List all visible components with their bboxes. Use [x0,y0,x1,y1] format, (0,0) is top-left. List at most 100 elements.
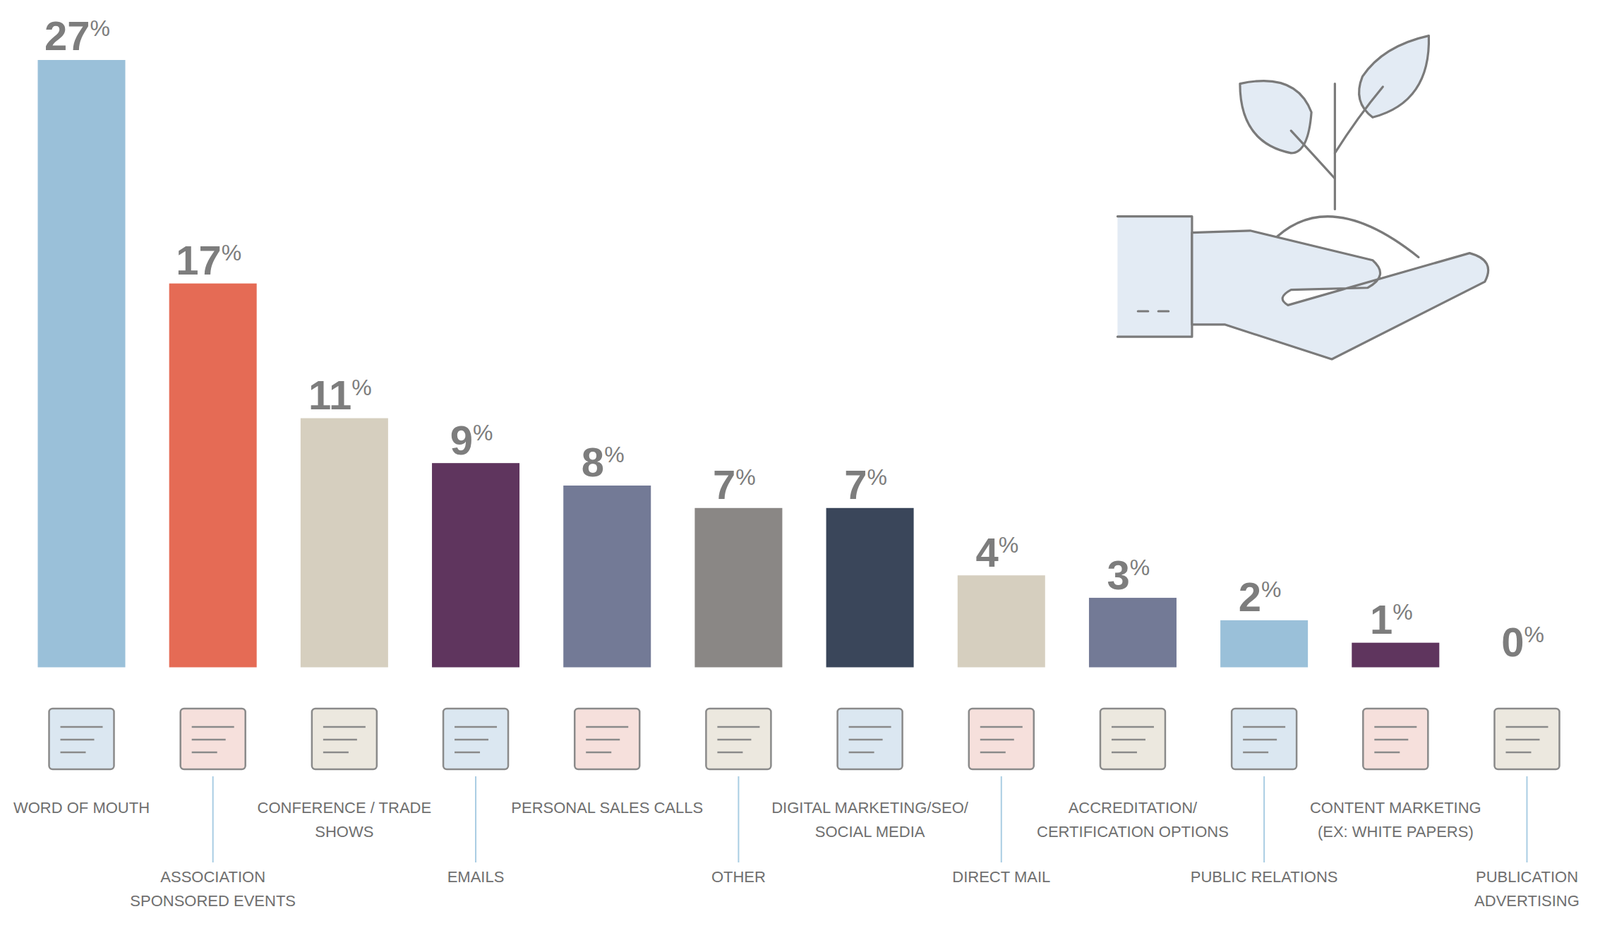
icon-frame [311,708,377,770]
icon-frame [837,708,903,770]
tick-label: ASSOCIATIONSPONSORED EVENTS [129,868,296,910]
icon-line [1242,726,1286,729]
data-label: 17% [175,237,242,284]
icon-line [717,751,743,754]
icon-line [585,726,629,729]
icon-line [60,738,95,742]
icon-line [1374,726,1417,729]
icon-line [1374,751,1400,754]
icon [1362,708,1428,770]
icon-line [1242,751,1269,754]
bar [1221,621,1308,667]
leader-line [474,776,477,863]
leader-line [1525,776,1528,863]
illustration-part [1117,216,1193,338]
data-label: 0% [1501,618,1545,665]
icon [180,708,246,770]
icon-frame [1100,708,1166,770]
data-label: 1% [1369,596,1413,643]
bar [301,419,387,667]
data-label: 4% [975,529,1019,576]
icon-line [191,726,235,729]
icon-line [1111,726,1154,729]
icon-frame [1231,708,1297,770]
icon-line [1505,738,1540,742]
icon-line [1111,751,1138,754]
bar [433,464,519,667]
leader-line [1263,776,1265,863]
icon [443,708,509,770]
leader-line [1000,776,1003,863]
bar [1352,643,1439,667]
icon-line [454,738,489,742]
tick-label: ACCREDITATION/CERTIFICATION OPTIONS [1036,798,1229,841]
icon [1231,708,1297,770]
data-label: 7% [712,461,756,508]
icon-line [717,738,751,742]
icon-line [1505,726,1548,729]
data-labels: 27%17%11%9%8%7%7%4%3%2%1%0% [44,12,1545,665]
icon-line [980,738,1015,742]
icon [1494,708,1560,770]
icon [837,708,903,770]
icon-line [323,726,366,729]
icon-frame [1494,708,1560,770]
icon-line [323,751,349,754]
bar [1089,599,1176,667]
tick-label: OTHER [711,868,766,886]
bar [38,59,125,667]
tick-label: DIGITAL MARKETING/SEO/SOCIAL MEDIA [771,798,970,841]
bar [170,284,256,667]
chart: 27%17%11%9%8%7%7%4%3%2%1%0%WORD OF MOUTH… [0,0,1600,945]
illustration-part [1192,230,1489,360]
icon-line [1505,751,1531,754]
icon-line [849,738,883,742]
x-axis: WORD OF MOUTH ASSOCIATIONSPONSORED EVENTS… [13,776,1580,910]
icon-line [717,726,760,729]
data-label: 27% [44,12,111,59]
icon-line [60,726,104,729]
icon [311,708,377,770]
illustration-stem [1334,86,1383,154]
illustration-stem [1333,83,1337,210]
tick-label: EMAILS [447,868,505,886]
icon-line [849,751,875,754]
icon-line [454,751,480,754]
leader-line [737,776,739,863]
tick-label: DIRECT MAIL [952,868,1051,886]
illustration [1117,35,1488,360]
icon [49,708,115,770]
icon-line [60,751,87,754]
icon-line [323,738,358,742]
icon-frame [705,708,771,770]
bars [38,59,1439,667]
icon-line [454,726,497,729]
tick-label: CONFERENCE / TRADESHOWS [257,798,432,841]
icon-line [849,726,892,729]
tick-label: CONTENT MARKETING(EX: WHITE PAPERS) [1309,798,1482,841]
bar [564,486,651,667]
illustration-stem [1290,130,1335,179]
icon-line [980,751,1006,754]
tick-label: PUBLICATIONADVERTISING [1474,868,1580,910]
data-label: 3% [1107,551,1151,598]
icon [1100,708,1166,770]
icon-line [980,726,1023,729]
data-label: 2% [1238,573,1282,620]
icon-line [585,751,612,754]
tick-label: PUBLIC RELATIONS [1190,868,1339,886]
icon [705,708,771,770]
icon-frame [180,708,246,770]
icon [574,708,640,770]
icon-line [191,751,218,754]
icon-frame [574,708,640,770]
icon-frame [969,708,1034,770]
icon-line [191,738,226,742]
bar [1484,665,1570,668]
tick-label: WORD OF MOUTH [13,798,150,817]
data-label: 9% [450,417,494,463]
bar [958,576,1044,667]
data-label: 7% [844,461,888,508]
data-label: 8% [581,438,625,485]
leader-line [212,776,214,863]
